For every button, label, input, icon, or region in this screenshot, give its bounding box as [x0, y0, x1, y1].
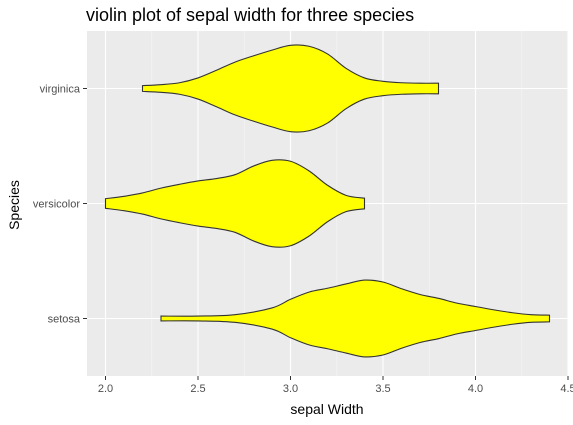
violin-virginica [141, 44, 440, 133]
violin-versicolor [104, 159, 366, 248]
y-axis: setosa versicolor virginica [33, 84, 87, 326]
violins [104, 44, 551, 358]
x-tick-label: 4.0 [468, 383, 483, 395]
y-axis-title: Species [6, 180, 22, 230]
x-axis-title: sepal Width [290, 401, 363, 417]
x-axis: 2.0 2.5 3.0 3.5 4.0 4.5 [98, 376, 573, 395]
x-tick-label: 2.0 [98, 383, 113, 395]
chart-title: violin plot of sepal width for three spe… [86, 5, 414, 25]
x-tick-label: 4.5 [560, 383, 573, 395]
x-tick-label: 2.5 [190, 383, 205, 395]
x-tick-label: 3.5 [375, 383, 390, 395]
y-tick-label-versicolor: versicolor [33, 199, 80, 211]
violin-setosa [160, 279, 551, 358]
y-tick-label-virginica: virginica [40, 84, 81, 96]
y-tick-label-setosa: setosa [48, 314, 81, 326]
x-tick-label: 3.0 [283, 383, 298, 395]
